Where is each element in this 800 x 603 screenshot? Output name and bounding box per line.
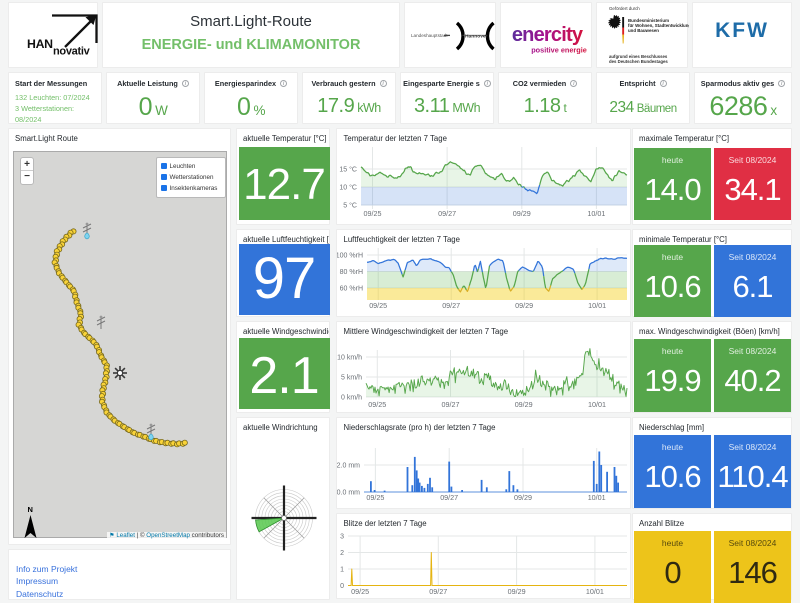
svg-text:100 %rH: 100 %rH	[337, 253, 363, 260]
svg-text:10/01: 10/01	[586, 587, 604, 596]
svg-text:09/27: 09/27	[440, 493, 458, 502]
svg-text:für Wohnen, Stadtentwicklung: für Wohnen, Stadtentwicklung	[628, 23, 689, 28]
svg-text:09/25: 09/25	[369, 301, 387, 310]
svg-text:Gefördert durch: Gefördert durch	[609, 6, 640, 11]
svg-text:09/29: 09/29	[515, 301, 533, 310]
svg-text:positive energie: positive energie	[531, 46, 587, 55]
svg-text:80 %rH: 80 %rH	[340, 269, 363, 276]
svg-text:0.0 mm: 0.0 mm	[337, 490, 360, 497]
svg-text:des Deutschen Bundestages: des Deutschen Bundestages	[609, 59, 668, 64]
svg-text:enercity: enercity	[512, 24, 584, 46]
svg-text:0 km/h: 0 km/h	[341, 395, 362, 402]
svg-text:10 km/h: 10 km/h	[337, 355, 362, 362]
svg-text:Hannover: Hannover	[465, 33, 488, 39]
svg-text:HAN: HAN	[27, 37, 53, 51]
svg-text:5 km/h: 5 km/h	[341, 375, 362, 382]
svg-text:5 °C: 5 °C	[343, 202, 357, 210]
svg-text:10/01: 10/01	[588, 493, 606, 502]
svg-text:10/01: 10/01	[588, 400, 606, 409]
svg-text:10/01: 10/01	[588, 301, 606, 310]
svg-text:09/25: 09/25	[368, 400, 386, 409]
svg-text:09/27: 09/27	[429, 587, 447, 596]
svg-text:Landeshauptstadt: Landeshauptstadt	[411, 33, 448, 38]
svg-text:aufgrund eines Beschlusses: aufgrund eines Beschlusses	[609, 54, 668, 59]
svg-text:09/29: 09/29	[508, 587, 526, 596]
svg-text:09/29: 09/29	[515, 400, 533, 409]
svg-text:09/25: 09/25	[364, 209, 382, 218]
svg-text:10/01: 10/01	[587, 209, 605, 218]
svg-text:3: 3	[340, 534, 344, 541]
svg-text:60 %rH: 60 %rH	[340, 286, 363, 293]
svg-text:N: N	[28, 505, 33, 514]
svg-text:0: 0	[340, 583, 344, 590]
svg-text:und Bauwesen: und Bauwesen	[628, 28, 659, 33]
svg-text:Bundesministerium: Bundesministerium	[628, 18, 669, 23]
svg-text:novativ: novativ	[53, 46, 91, 58]
svg-text:09/27: 09/27	[442, 400, 460, 409]
svg-text:09/25: 09/25	[351, 587, 369, 596]
svg-text:1: 1	[340, 567, 344, 574]
svg-text:09/27: 09/27	[442, 301, 460, 310]
svg-text:09/25: 09/25	[366, 493, 384, 502]
svg-text:10 °C: 10 °C	[339, 184, 357, 192]
svg-text:2: 2	[340, 550, 344, 557]
svg-text:09/29: 09/29	[513, 209, 531, 218]
svg-text:15 °C: 15 °C	[339, 166, 357, 174]
svg-text:2.0 mm: 2.0 mm	[337, 463, 360, 470]
svg-text:09/27: 09/27	[438, 209, 456, 218]
svg-text:09/29: 09/29	[514, 493, 532, 502]
